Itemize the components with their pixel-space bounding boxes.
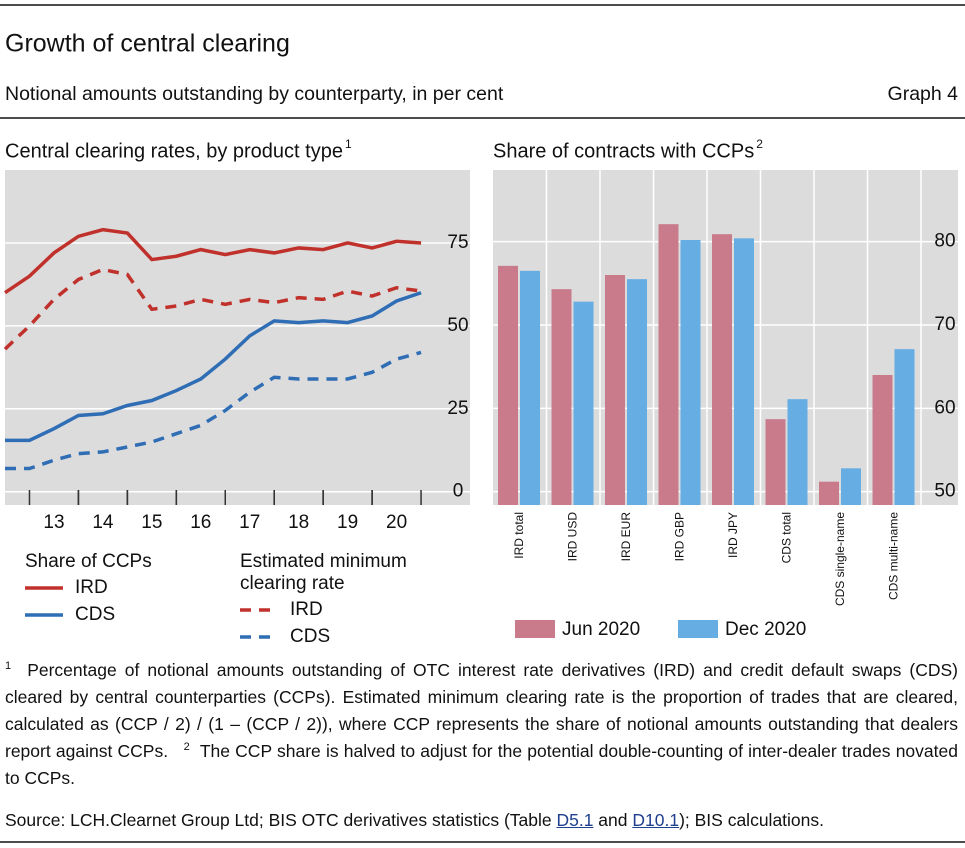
chart-title: Central clearing rates, by product type — [5, 140, 343, 162]
legend-item: IRD — [240, 597, 455, 622]
bar — [734, 238, 754, 506]
legend-item: CDS — [240, 624, 455, 649]
footnote-marker: 1 — [5, 660, 12, 673]
x-tick-label: IRD JPY — [726, 512, 740, 558]
bar — [680, 240, 701, 505]
y-tick-label: 0 — [453, 481, 464, 502]
footnotes: 1 Percentage of notional amounts outstan… — [5, 657, 958, 792]
legend-group: Share of CCPs IRD CDS — [25, 551, 240, 627]
source: Source: LCH.Clearnet Group Ltd; BIS OTC … — [5, 808, 958, 832]
legend-heading: Estimated minimum clearing rate — [240, 551, 407, 594]
x-tick-label: 13 — [43, 512, 64, 533]
x-tick-label: 18 — [288, 512, 309, 533]
footnote: The CCP share is halved to adjust for th… — [5, 741, 958, 788]
legend-label: IRD — [290, 598, 323, 620]
bar — [819, 481, 839, 505]
legend-item: IRD — [25, 575, 240, 600]
figure-subtitle: Notional amounts outstanding by counterp… — [5, 83, 504, 105]
y-tick-label: 70 — [934, 314, 955, 335]
y-tick-label: 25 — [447, 398, 468, 419]
y-tick-label: 50 — [447, 315, 468, 336]
bar — [894, 349, 915, 505]
bar — [765, 419, 786, 505]
source-link[interactable]: D10.1 — [632, 810, 680, 830]
x-tick-label: IRD total — [512, 512, 526, 559]
footnote-marker: 2 — [183, 741, 190, 754]
legend-label: Dec 2020 — [725, 619, 806, 640]
bar — [498, 265, 518, 505]
bar — [573, 301, 594, 505]
x-tick-label: 16 — [190, 512, 211, 533]
y-tick-label: 50 — [934, 481, 955, 502]
x-tick-label: 20 — [386, 512, 407, 533]
legend-label: CDS — [290, 625, 331, 647]
x-tick-label: 17 — [239, 512, 260, 533]
bar — [605, 275, 625, 505]
x-tick-label: IRD EUR — [619, 512, 633, 562]
y-tick-label: 80 — [934, 231, 955, 252]
bar — [841, 468, 861, 505]
x-tick-label: CDS multi-name — [886, 512, 900, 600]
legend-item: CDS — [25, 602, 240, 627]
title-note: 1 — [345, 137, 352, 151]
x-tick-label: CDS total — [779, 512, 793, 563]
figure-title: Growth of central clearing — [5, 30, 290, 58]
legend-label: IRD — [75, 576, 108, 598]
x-tick-label: 19 — [337, 512, 358, 533]
legend-swatch — [515, 620, 555, 638]
series-line — [5, 291, 422, 443]
bar — [872, 375, 893, 505]
x-tick-label: 14 — [92, 512, 114, 533]
legend-swatch — [240, 607, 278, 612]
bar — [627, 279, 647, 505]
title-note: 2 — [756, 137, 763, 151]
source-text: ); BIS calculations. — [679, 810, 824, 830]
x-tick-label: IRD GBP — [672, 512, 686, 561]
graph-label: Graph 4 — [888, 83, 959, 105]
plot-background — [5, 170, 470, 505]
bar — [551, 289, 572, 505]
source-link[interactable]: D5.1 — [556, 810, 594, 830]
legend-label: CDS — [75, 603, 116, 625]
legend-heading: Share of CCPs — [25, 551, 152, 572]
series-line — [5, 350, 422, 471]
footnote: Percentage of notional amounts outstandi… — [5, 660, 958, 761]
bar — [658, 224, 679, 505]
x-tick-label: CDS single-name — [833, 512, 847, 606]
legend-group: Estimated minimum clearing rate IRD CDS — [240, 551, 455, 649]
x-tick-label: IRD USD — [565, 512, 579, 562]
bar — [520, 270, 540, 505]
chart-title: Share of contracts with CCPs — [493, 140, 754, 162]
series-line — [4, 227, 422, 295]
series-line — [3, 267, 422, 351]
source-text: Source: LCH.Clearnet Group Ltd; BIS OTC … — [5, 810, 557, 830]
x-tick-label: 15 — [141, 512, 162, 533]
legend-swatch — [678, 620, 718, 638]
legend-swatch — [25, 585, 63, 590]
y-tick-label: 75 — [447, 232, 468, 253]
bar — [712, 234, 732, 505]
legend-swatch — [240, 634, 278, 639]
y-tick-label: 60 — [934, 397, 955, 418]
source-text: and — [593, 810, 633, 830]
legend-swatch — [25, 612, 63, 617]
legend-label: Jun 2020 — [562, 619, 640, 640]
bar — [787, 399, 808, 505]
